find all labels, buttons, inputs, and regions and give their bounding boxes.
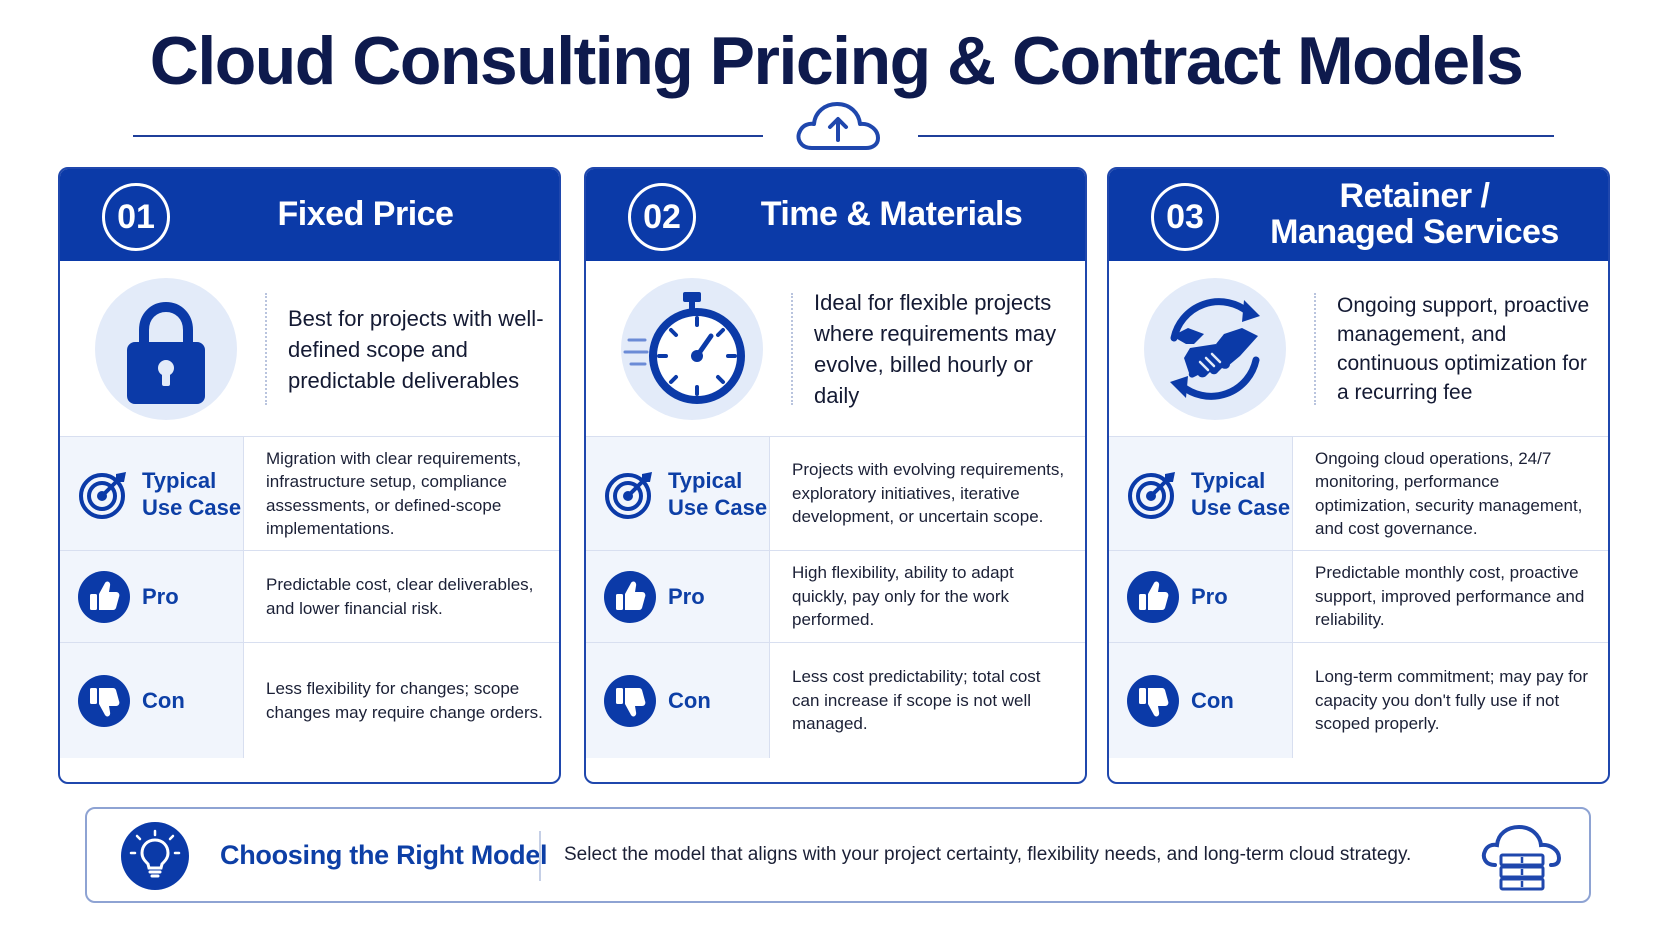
footer-banner: Choosing the Right Model Select the mode… [85,807,1591,903]
model-number: 02 [628,183,696,251]
row-label: Pro [668,584,705,609]
footer-title: Choosing the Right Model [220,839,548,870]
stopwatch-icon [621,278,763,420]
model-intro: Ideal for flexible projects where requir… [586,261,1085,437]
row-label-cell: Con [1109,643,1293,758]
card-header: 01 Fixed Price [60,169,559,261]
row-label-cell: Typical Use Case [1109,437,1293,550]
title-divider-right [918,135,1554,137]
model-intro: Ongoing support, proactive management, a… [1109,261,1608,437]
row-text: Projects with evolving requirements, exp… [792,460,1065,527]
cloud-upload-icon [796,102,880,150]
row-label: Pro [1191,584,1228,609]
model-intro-text: Ongoing support, proactive management, a… [1337,294,1590,404]
row-label-cell: Pro [1109,551,1293,642]
model-card-time-materials: 02 Time & Materials I [584,167,1087,784]
row-text: High flexibility, ability to adapt quick… [792,563,1014,630]
row-text: Migration with clear requirements, infra… [266,448,522,539]
intro-divider [791,293,793,405]
card-header: 02 Time & Materials [586,169,1085,261]
padlock-icon [95,278,237,420]
lightbulb-icon [121,822,189,890]
model-intro-text: Ideal for flexible projects where requir… [814,290,1057,408]
row-label: Con [668,688,711,713]
page-title: Cloud Consulting Pricing & Contract Mode… [149,23,1524,99]
model-number: 03 [1151,183,1219,251]
row-pro: Pro Predictable cost, clear deliverables… [60,551,559,643]
thumbs-up-icon [78,570,130,623]
row-text: Predictable monthly cost, proactive supp… [1315,563,1585,630]
row-text: Ongoing cloud operations, 24/7 monitorin… [1315,448,1583,539]
row-label-cell: Pro [586,551,770,642]
row-text: Less cost predictability; total cost can… [792,667,1041,734]
footer-text: Select the model that aligns with your p… [564,844,1412,865]
model-name: Retainer / Managed Services [1270,177,1559,251]
row-label-cell: Con [60,643,244,758]
thumbs-up-icon [604,570,656,623]
thumbs-down-icon [78,674,130,727]
thumbs-down-icon [604,674,656,727]
row-label: Typical Use Case [668,467,768,520]
model-intro-text: Best for projects with well-defined scop… [288,305,544,393]
model-intro: Best for projects with well-defined scop… [60,261,559,437]
row-label: Typical Use Case [142,467,242,520]
model-card-retainer: 03 Retainer / Managed Services Ongoing s… [1107,167,1610,784]
model-name: Time & Materials [760,195,1023,234]
model-number: 01 [102,183,170,251]
thumbs-up-icon [1127,570,1179,623]
row-text: Long-term commitment; may pay for capaci… [1315,667,1589,734]
intro-divider [1314,293,1316,405]
row-typical-use-case: Typical Use Case Ongoing cloud operation… [1109,437,1608,551]
intro-divider [265,293,267,405]
footer-divider [539,831,541,881]
thumbs-down-icon [1127,674,1179,727]
row-label-cell: Con [586,643,770,758]
card-header: 03 Retainer / Managed Services [1109,169,1608,261]
target-icon [1127,468,1179,520]
row-label: Con [142,688,185,713]
row-label-cell: Pro [60,551,244,642]
row-con: Con Long-term commitment; may pay for ca… [1109,643,1608,758]
cloud-server-icon [1481,824,1562,891]
row-label-cell: Typical Use Case [586,437,770,550]
row-typical-use-case: Typical Use Case Projects with evolving … [586,437,1085,551]
model-card-fixed-price: 01 Fixed Price Best for projects with we… [58,167,561,784]
row-label: Typical Use Case [1191,467,1291,520]
row-pro: Pro Predictable monthly cost, proactive … [1109,551,1608,643]
row-label-cell: Typical Use Case [60,437,244,550]
target-icon [604,468,656,520]
handshake-icon [1144,278,1286,420]
row-label: Pro [142,584,179,609]
row-pro: Pro High flexibility, ability to adapt q… [586,551,1085,643]
row-typical-use-case: Typical Use Case Migration with clear re… [60,437,559,551]
title-divider-left [133,135,763,137]
row-con: Con Less flexibility for changes; scope … [60,643,559,758]
row-label: Con [1191,688,1234,713]
row-con: Con Less cost predictability; total cost… [586,643,1085,758]
target-icon [78,468,130,520]
model-name: Fixed Price [277,195,454,234]
row-text: Less flexibility for changes; scope chan… [266,679,543,722]
row-text: Predictable cost, clear deliverables, an… [266,575,534,618]
